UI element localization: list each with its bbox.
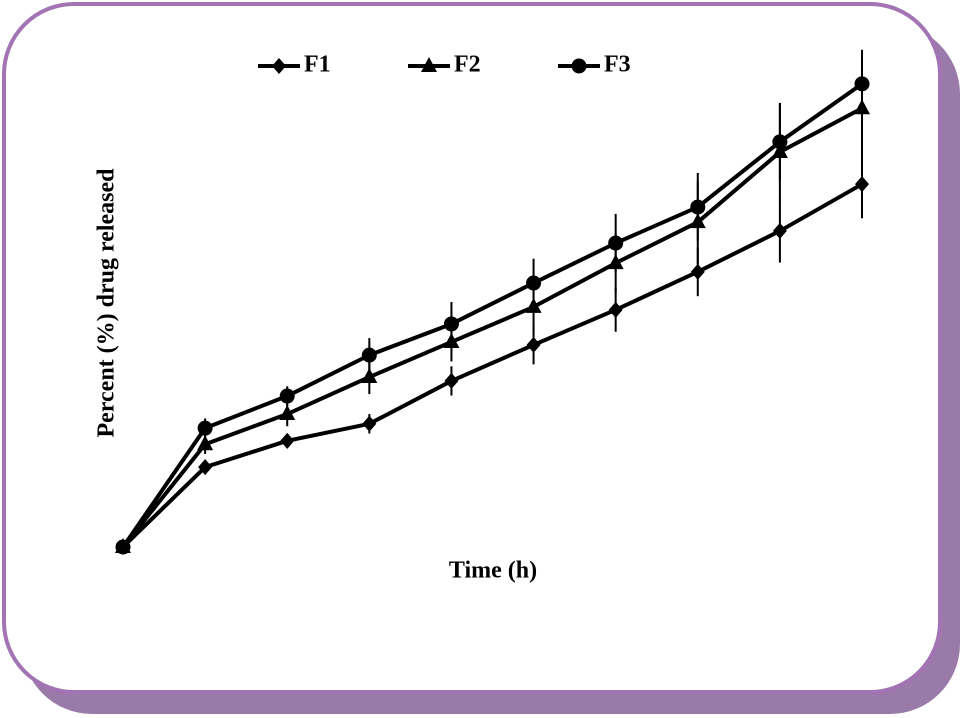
plot: F1 F2 F3 [115, 49, 870, 555]
marker [361, 347, 377, 363]
marker [690, 199, 706, 215]
marker [198, 459, 213, 476]
marker [608, 301, 623, 318]
legend-marker [421, 57, 437, 72]
marker [279, 388, 295, 404]
marker [444, 372, 459, 389]
marker [855, 176, 869, 193]
marker [280, 432, 295, 449]
marker [362, 415, 377, 432]
legend-label: F1 [304, 52, 331, 78]
legend-label: F3 [604, 52, 631, 78]
marker [690, 263, 705, 280]
series-line [121, 182, 863, 549]
series-line [121, 82, 864, 549]
marker [772, 134, 788, 150]
x-axis-label: Time (h) [449, 558, 537, 584]
legend-marker [571, 58, 587, 74]
marker [197, 435, 214, 451]
marker [526, 336, 541, 353]
marker [197, 420, 213, 436]
marker [115, 539, 131, 555]
frame [2, 2, 942, 694]
marker [608, 235, 624, 251]
marker [443, 316, 459, 332]
marker [361, 368, 378, 384]
series-line [121, 106, 863, 549]
marker [854, 76, 870, 92]
legend-marker [272, 58, 286, 74]
legend-label: F2 [454, 52, 481, 78]
marker [526, 275, 542, 291]
y-axis-label: Percent (%) drug released [94, 168, 120, 438]
marker [772, 222, 787, 239]
marker [279, 405, 296, 421]
